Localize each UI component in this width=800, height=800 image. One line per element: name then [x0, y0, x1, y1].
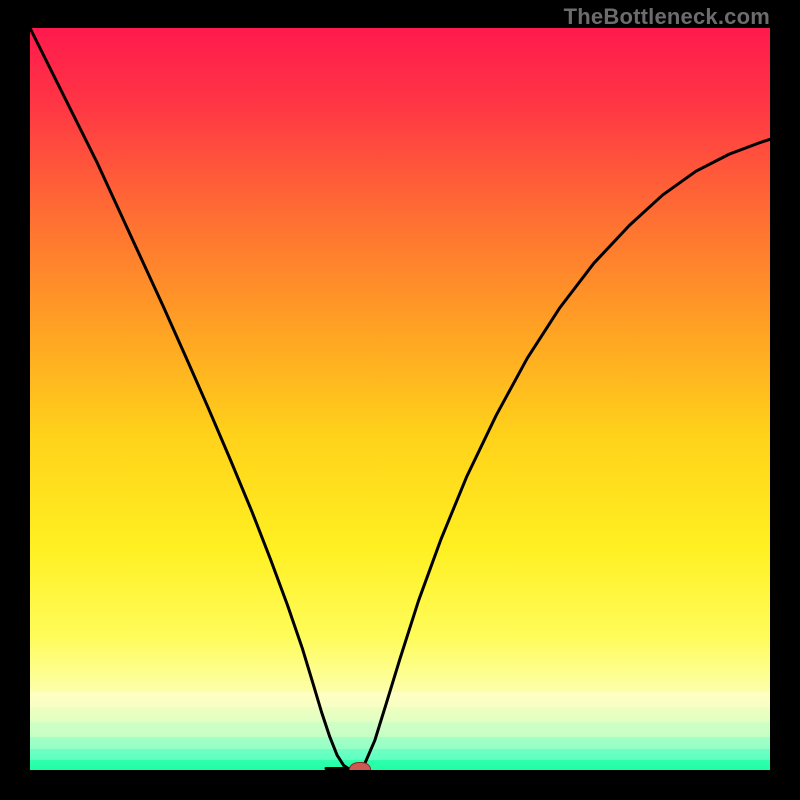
chart-frame: TheBottleneck.com	[0, 0, 800, 800]
watermark-text: TheBottleneck.com	[564, 4, 770, 30]
plot-area	[30, 28, 770, 770]
bottleneck-curve	[30, 28, 770, 770]
curve-path	[30, 28, 770, 770]
